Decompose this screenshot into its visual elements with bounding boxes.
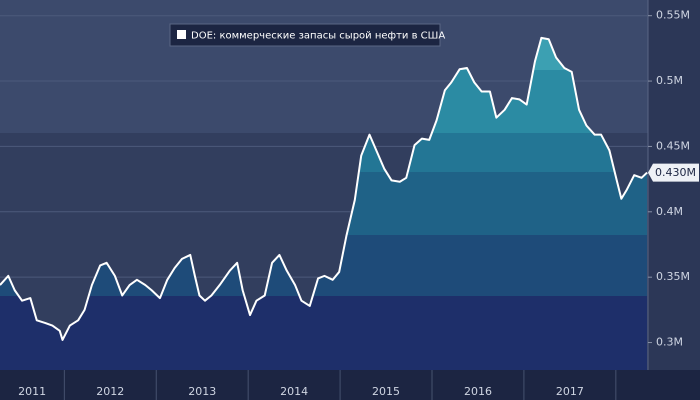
y-axis-panel	[648, 0, 700, 370]
x-tick-label: 2012	[96, 385, 124, 398]
x-tick-label: 2015	[372, 385, 400, 398]
axes: 0.3M 0.35M 0.4M 0.45M 0.5M 0.55M 2011 2012 2013 2…	[18, 9, 699, 400]
x-tick-label: 2016	[464, 385, 492, 398]
y-tick-label: 0.3M	[656, 336, 683, 349]
legend-label: DOE: коммерческие запасы сырой нефти в С…	[191, 31, 445, 42]
value-label: 0.430M	[655, 166, 696, 179]
x-axis-panel	[0, 370, 700, 400]
legend-swatch	[177, 30, 186, 39]
area-band	[0, 296, 648, 370]
legend: DOE: коммерческие запасы сырой нефти в С…	[169, 23, 445, 47]
y-tick-label: 0.45M	[656, 139, 690, 152]
line	[0, 36, 648, 341]
y-tick-label: 0.35M	[656, 270, 690, 283]
x-tick-label: 2014	[280, 385, 308, 398]
series	[0, 36, 648, 341]
x-tick-label: 2017	[556, 385, 584, 398]
x-tick-label: 2011	[18, 385, 46, 398]
y-tick-label: 0.55M	[656, 9, 690, 22]
last-value-tag: 0.430M	[648, 163, 699, 182]
x-tick-label: 2013	[188, 385, 216, 398]
y-tick-label: 0.5M	[656, 74, 683, 87]
legend-box	[169, 23, 441, 47]
value-label-box	[648, 163, 699, 182]
y-tick-label: 0.4M	[656, 205, 683, 218]
